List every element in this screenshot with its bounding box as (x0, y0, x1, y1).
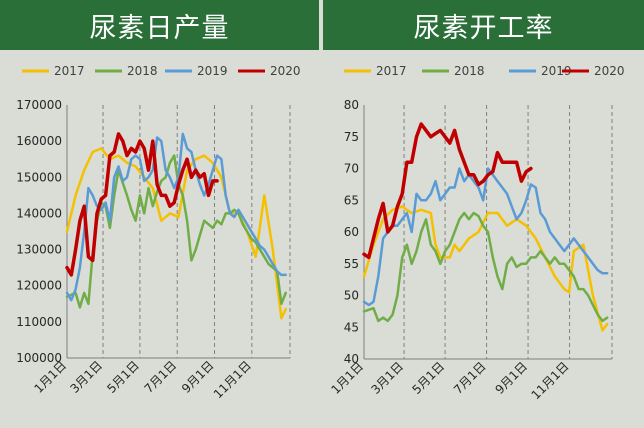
y-tick-label: 150000 (16, 170, 62, 184)
series-line-2018 (362, 211, 609, 323)
x-tick-label: 11月1日 (211, 358, 254, 401)
daily-output-chart: 2017 2018 2019 2020 100000 110000 120000 130000… (16, 64, 301, 401)
x-tick-label: 3月1日 (67, 358, 105, 396)
y-tick-label: 100000 (16, 351, 62, 365)
series-line-2019 (362, 167, 609, 307)
series-line-2020 (65, 132, 219, 277)
x-tick-label: 7月1日 (142, 358, 180, 396)
legend-label-2020: 2020 (594, 64, 625, 78)
y-tick-label: 40 (344, 352, 359, 366)
y-tick-label: 60 (344, 225, 359, 239)
legend-label-2018: 2018 (454, 64, 485, 78)
y-tick-label: 120000 (16, 279, 62, 293)
y-tick-label: 140000 (16, 206, 62, 220)
x-tick-label: 11月1日 (529, 359, 572, 402)
y-tick-label: 80 (344, 98, 359, 112)
legend-label-2018: 2018 (127, 64, 158, 78)
legend-label-2017: 2017 (376, 64, 407, 78)
chart-title-operating-rate: 尿素开工率 (323, 0, 644, 50)
x-tick-label: 5月1日 (410, 359, 448, 397)
legend-label-2019: 2019 (541, 64, 572, 78)
series-line-2018 (65, 154, 287, 309)
series-line-2019 (65, 132, 287, 302)
y-tick-label: 70 (344, 162, 359, 176)
x-tick-label: 5月1日 (104, 358, 142, 396)
y-tick-label: 55 (344, 257, 359, 271)
y-tick-label: 110000 (16, 315, 62, 329)
x-tick-label: 3月1日 (369, 359, 407, 397)
y-tick-label: 130000 (16, 243, 62, 257)
y-tick-label: 170000 (16, 98, 62, 112)
y-tick-label: 50 (344, 289, 359, 303)
x-tick-label: 7月1日 (451, 359, 489, 397)
legend-label-2017: 2017 (54, 64, 85, 78)
y-tick-label: 45 (344, 320, 359, 334)
y-tick-label: 65 (344, 193, 359, 207)
legend-label-2019: 2019 (197, 64, 228, 78)
y-tick-label: 75 (344, 130, 359, 144)
series-line-2017 (65, 147, 287, 320)
legend-label-2020: 2020 (270, 64, 301, 78)
chart-title-daily-output: 尿素日产量 (0, 0, 319, 50)
series-line-2020 (362, 122, 533, 260)
y-tick-label: 160000 (16, 134, 62, 148)
x-tick-label: 9月1日 (493, 359, 531, 397)
